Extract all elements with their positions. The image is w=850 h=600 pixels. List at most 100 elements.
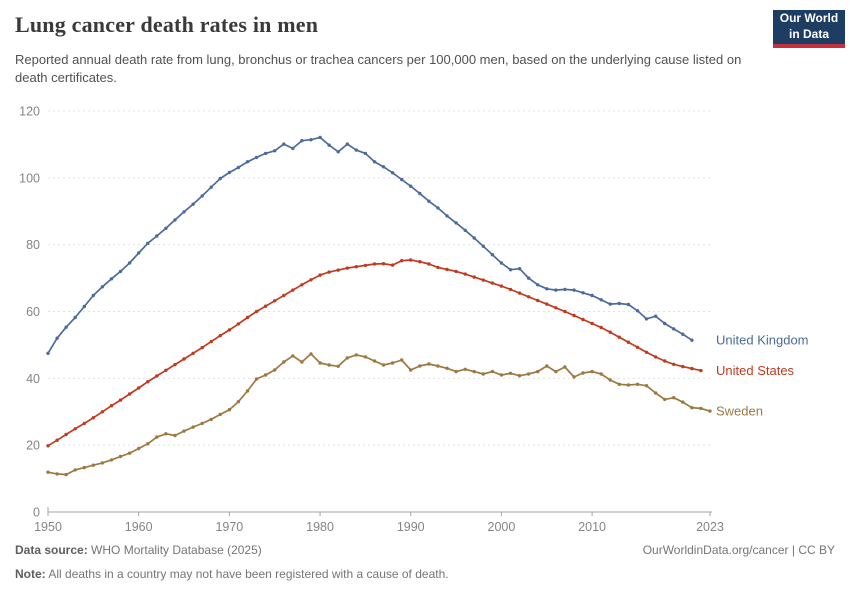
series-point-united-kingdom-1994[interactable] xyxy=(445,214,449,218)
series-point-sweden-1995[interactable] xyxy=(454,369,458,374)
series-point-united-kingdom-1963[interactable] xyxy=(164,226,168,230)
series-point-united-states-1965[interactable] xyxy=(182,357,186,361)
series-point-united-states-1977[interactable] xyxy=(291,288,295,292)
series-point-sweden-1993[interactable] xyxy=(436,364,440,368)
series-point-united-kingdom-1986[interactable] xyxy=(372,160,377,164)
series-point-united-kingdom-2010[interactable] xyxy=(590,293,594,298)
series-point-sweden-1974[interactable] xyxy=(263,373,268,377)
series-point-united-kingdom-2008[interactable] xyxy=(572,288,576,292)
series-point-united-kingdom-2007[interactable] xyxy=(563,287,567,292)
series-point-united-kingdom-1962[interactable] xyxy=(155,234,159,238)
series-point-united-states-2021[interactable] xyxy=(690,366,694,371)
series-point-united-kingdom-2000[interactable] xyxy=(499,261,504,265)
series-point-united-states-2014[interactable] xyxy=(626,340,631,344)
footer-cc-link[interactable]: OurWorldinData.org/cancer | CC BY xyxy=(642,543,835,557)
series-line-united-states[interactable] xyxy=(47,259,702,447)
series-point-united-states-1989[interactable] xyxy=(400,259,404,263)
series-point-united-kingdom-2019[interactable] xyxy=(672,327,676,331)
series-point-united-states-1957[interactable] xyxy=(109,404,114,408)
series-point-sweden-2008[interactable] xyxy=(572,375,576,379)
series-point-united-kingdom-1987[interactable] xyxy=(381,165,386,169)
series-point-united-states-1999[interactable] xyxy=(490,281,495,285)
series-point-united-states-1966[interactable] xyxy=(191,351,195,355)
series-point-united-kingdom-2002[interactable] xyxy=(517,267,522,271)
series-point-united-states-1969[interactable] xyxy=(218,333,222,338)
series-point-sweden-1998[interactable] xyxy=(481,372,485,376)
series-point-sweden-1991[interactable] xyxy=(418,364,422,368)
series-point-united-states-2004[interactable] xyxy=(536,298,540,303)
series-point-united-states-2011[interactable] xyxy=(599,325,603,330)
series-point-united-kingdom-1951[interactable] xyxy=(55,336,59,340)
series-point-sweden-1968[interactable] xyxy=(209,417,213,422)
series-point-sweden-1982[interactable] xyxy=(336,364,340,368)
series-point-united-states-1953[interactable] xyxy=(73,427,77,431)
series-point-sweden-1989[interactable] xyxy=(400,358,404,362)
series-point-united-states-2006[interactable] xyxy=(554,306,558,310)
series-point-united-kingdom-1961[interactable] xyxy=(146,241,150,245)
series-point-united-kingdom-2001[interactable] xyxy=(508,268,513,272)
series-point-united-states-1959[interactable] xyxy=(127,392,132,396)
series-point-united-kingdom-2006[interactable] xyxy=(554,288,558,292)
series-point-united-states-1984[interactable] xyxy=(354,265,358,269)
series-point-united-kingdom-1955[interactable] xyxy=(91,293,96,298)
series-point-sweden-1967[interactable] xyxy=(200,421,204,426)
series-point-united-states-1980[interactable] xyxy=(318,273,322,277)
series-point-sweden-1999[interactable] xyxy=(490,369,495,374)
series-point-united-kingdom-1977[interactable] xyxy=(291,146,295,151)
series-point-sweden-1955[interactable] xyxy=(91,463,96,467)
series-point-sweden-2010[interactable] xyxy=(590,369,594,374)
line-chart-canvas[interactable]: 0 20 40 60 80 100 120 1950 1960 1970 1980 1990 2000 2… xyxy=(0,0,850,545)
series-point-sweden-1963[interactable] xyxy=(164,432,168,436)
series-point-united-states-2019[interactable] xyxy=(672,362,676,366)
series-point-united-kingdom-1976[interactable] xyxy=(282,142,286,146)
series-point-united-kingdom-1964[interactable] xyxy=(173,218,177,222)
series-point-united-kingdom-1974[interactable] xyxy=(263,151,268,156)
legend-label-united-kingdom[interactable]: United Kingdom xyxy=(716,333,809,348)
series-point-united-states-2015[interactable] xyxy=(635,345,640,349)
series-point-united-states-1991[interactable] xyxy=(418,260,422,264)
series-point-sweden-2018[interactable] xyxy=(663,397,667,402)
series-point-united-states-1972[interactable] xyxy=(245,315,250,320)
series-point-united-states-2002[interactable] xyxy=(517,291,522,295)
series-point-sweden-1958[interactable] xyxy=(118,454,123,459)
series-point-united-kingdom-1984[interactable] xyxy=(354,148,358,152)
series-point-sweden-1992[interactable] xyxy=(427,362,431,366)
series-point-sweden-2014[interactable] xyxy=(626,383,631,387)
series-point-united-states-2000[interactable] xyxy=(499,284,504,288)
series-point-united-kingdom-1960[interactable] xyxy=(137,251,141,255)
series-point-united-kingdom-1972[interactable] xyxy=(245,160,250,164)
legend-label-united-states[interactable]: United States xyxy=(716,363,795,378)
series-point-sweden-1960[interactable] xyxy=(137,446,141,451)
series-line-united-kingdom[interactable] xyxy=(47,136,693,355)
series-point-sweden-2012[interactable] xyxy=(608,378,612,382)
series-point-united-states-1958[interactable] xyxy=(118,398,123,402)
series-point-united-kingdom-1983[interactable] xyxy=(345,142,349,146)
series-point-united-states-1960[interactable] xyxy=(137,386,141,390)
series-point-sweden-1957[interactable] xyxy=(109,458,114,462)
series-point-sweden-1973[interactable] xyxy=(254,377,259,381)
series-point-united-kingdom-1979[interactable] xyxy=(309,138,313,142)
series-point-united-kingdom-1973[interactable] xyxy=(254,155,259,160)
series-point-sweden-2007[interactable] xyxy=(563,365,567,369)
series-line-sweden[interactable] xyxy=(47,353,711,476)
series-point-sweden-1959[interactable] xyxy=(127,451,132,455)
series-point-united-states-2017[interactable] xyxy=(653,355,658,359)
series-point-united-states-1976[interactable] xyxy=(282,293,286,298)
series-point-united-states-1988[interactable] xyxy=(390,263,395,267)
series-point-united-kingdom-1999[interactable] xyxy=(490,253,495,257)
series-point-united-states-1987[interactable] xyxy=(381,262,386,266)
series-point-united-kingdom-2016[interactable] xyxy=(644,317,649,321)
series-point-united-kingdom-1950[interactable] xyxy=(46,351,50,355)
series-point-sweden-1979[interactable] xyxy=(309,352,313,356)
series-point-sweden-1953[interactable] xyxy=(73,468,77,472)
series-point-united-kingdom-1998[interactable] xyxy=(481,244,485,248)
series-point-sweden-1990[interactable] xyxy=(409,368,413,372)
series-point-united-kingdom-2018[interactable] xyxy=(663,321,667,326)
series-point-sweden-1978[interactable] xyxy=(300,360,304,364)
series-point-united-kingdom-2015[interactable] xyxy=(635,309,640,313)
series-point-united-kingdom-2004[interactable] xyxy=(536,283,540,287)
series-point-united-kingdom-1970[interactable] xyxy=(227,170,232,175)
series-point-sweden-1984[interactable] xyxy=(354,353,358,357)
series-point-united-kingdom-1969[interactable] xyxy=(218,176,222,181)
legend-label-sweden[interactable]: Sweden xyxy=(716,404,763,419)
